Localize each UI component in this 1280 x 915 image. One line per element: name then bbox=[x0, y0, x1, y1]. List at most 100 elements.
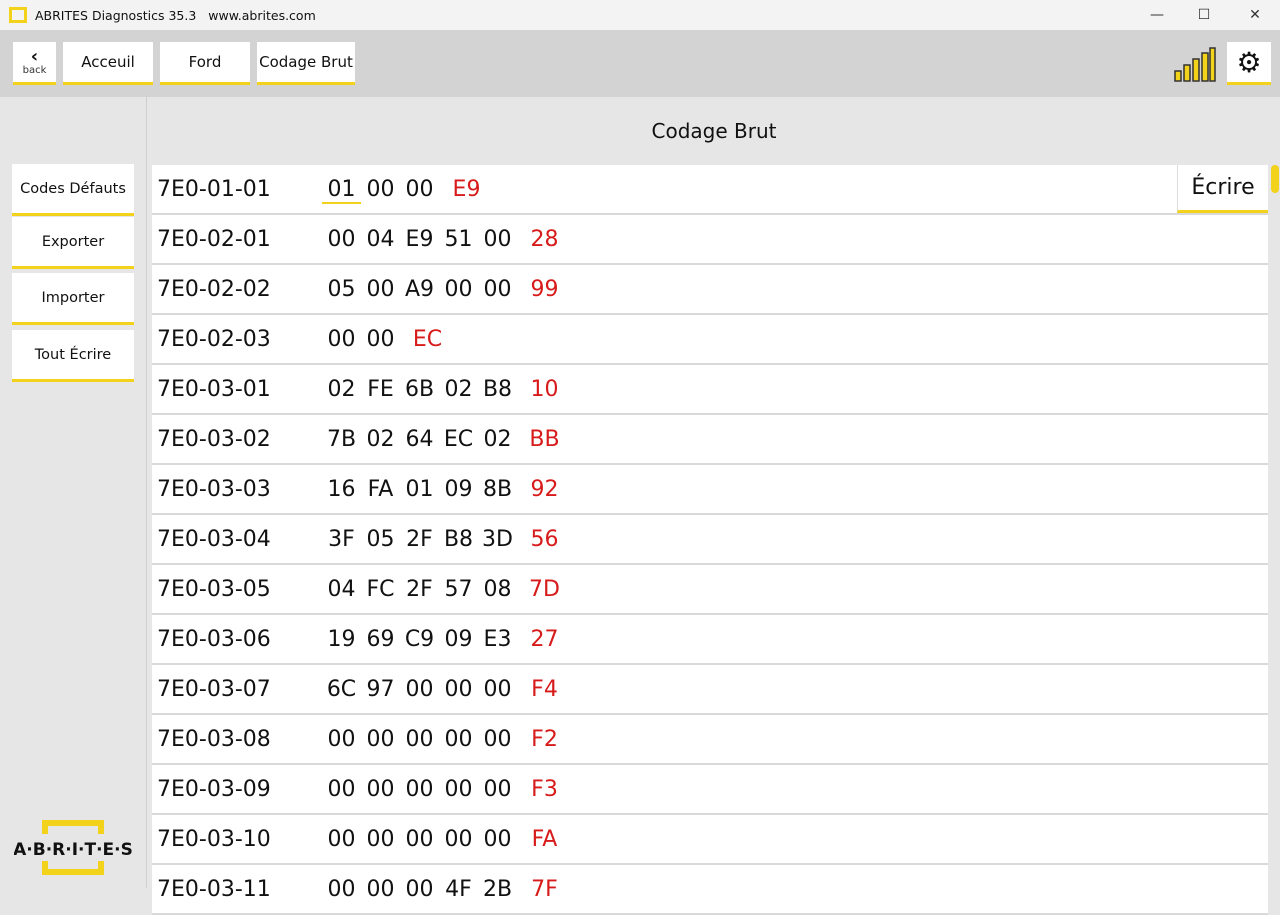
byte-value[interactable]: 00 bbox=[444, 277, 473, 302]
byte-value[interactable]: 00 bbox=[327, 327, 356, 352]
breadcrumb-acceuil[interactable]: Acceuil bbox=[63, 42, 153, 85]
write-button[interactable]: Écrire bbox=[1177, 165, 1268, 213]
byte-value[interactable]: 02 bbox=[366, 427, 395, 452]
byte-value[interactable]: 00 bbox=[366, 777, 395, 802]
byte-value[interactable]: 2F bbox=[406, 577, 433, 602]
byte-value[interactable]: 00 bbox=[366, 177, 395, 202]
byte-value[interactable]: 00 bbox=[366, 727, 395, 752]
byte-value[interactable]: EC bbox=[443, 427, 474, 452]
byte-value[interactable]: B8 bbox=[443, 527, 474, 552]
byte-value[interactable]: 97 bbox=[366, 677, 395, 702]
byte-value[interactable]: 00 bbox=[405, 877, 434, 902]
importer-button[interactable]: Importer bbox=[12, 273, 134, 325]
byte-value[interactable]: 00 bbox=[327, 227, 356, 252]
table-row[interactable]: 7E0-03-05 04 FC 2F 57 08 7D bbox=[152, 565, 1268, 615]
table-row[interactable]: 7E0-03-01 02 FE 6B 02 B8 10 bbox=[152, 365, 1268, 415]
byte-value[interactable]: 08 bbox=[483, 577, 512, 602]
table-row[interactable]: 7E0-02-02 05 00 A9 00 00 99 bbox=[152, 265, 1268, 315]
exporter-button[interactable]: Exporter bbox=[12, 217, 134, 269]
byte-value[interactable]: 00 bbox=[483, 827, 512, 852]
table-row[interactable]: 7E0-03-10 00 00 00 00 00 FA bbox=[152, 815, 1268, 865]
byte-value[interactable]: 2F bbox=[406, 527, 433, 552]
byte-value[interactable]: 00 bbox=[444, 827, 473, 852]
breadcrumb-ford[interactable]: Ford bbox=[160, 42, 250, 85]
byte-value[interactable]: 19 bbox=[327, 627, 356, 652]
byte-value[interactable]: 6B bbox=[404, 377, 435, 402]
table-row[interactable]: 7E0-03-03 16 FA 01 09 8B 92 bbox=[152, 465, 1268, 515]
byte-value[interactable]: 00 bbox=[366, 277, 395, 302]
byte-value[interactable]: 02 bbox=[483, 427, 512, 452]
table-row[interactable]: 7E0-03-02 7B 02 64 EC 02 BB bbox=[152, 415, 1268, 465]
byte-value[interactable]: 00 bbox=[483, 227, 512, 252]
byte-value[interactable]: 69 bbox=[366, 627, 395, 652]
back-button[interactable]: ‹ back bbox=[13, 42, 56, 85]
byte-value[interactable]: 01 bbox=[405, 477, 434, 502]
table-row[interactable]: 7E0-03-06 19 69 C9 09 E3 27 bbox=[152, 615, 1268, 665]
codes-defauts-button[interactable]: Codes Défauts bbox=[12, 164, 134, 216]
byte-value[interactable]: 00 bbox=[327, 777, 356, 802]
byte-value[interactable]: FE bbox=[367, 377, 394, 402]
table-row[interactable]: 7E0-01-01 01 00 00 E9 Écrire bbox=[152, 165, 1268, 215]
byte-value[interactable]: 00 bbox=[444, 727, 473, 752]
byte-value[interactable]: 04 bbox=[366, 227, 395, 252]
scrollbar-thumb[interactable] bbox=[1271, 165, 1279, 193]
close-button[interactable]: ✕ bbox=[1249, 7, 1261, 23]
byte-value[interactable]: 64 bbox=[405, 427, 434, 452]
breadcrumb-codage-brut[interactable]: Codage Brut bbox=[257, 42, 355, 85]
byte-value[interactable]: 05 bbox=[327, 277, 356, 302]
byte-value[interactable]: 01 bbox=[322, 177, 361, 204]
byte-value[interactable]: 00 bbox=[444, 777, 473, 802]
byte-value[interactable]: A9 bbox=[404, 277, 435, 302]
byte-value[interactable]: 00 bbox=[405, 777, 434, 802]
table-row[interactable]: 7E0-02-01 00 04 E9 51 00 28 bbox=[152, 215, 1268, 265]
byte-value[interactable]: 51 bbox=[444, 227, 473, 252]
byte-value[interactable]: 16 bbox=[327, 477, 356, 502]
settings-button[interactable]: ⚙ bbox=[1227, 42, 1271, 85]
table-row[interactable]: 7E0-02-03 00 00 EC bbox=[152, 315, 1268, 365]
byte-value[interactable]: 00 bbox=[366, 827, 395, 852]
byte-value[interactable]: 00 bbox=[483, 777, 512, 802]
byte-value[interactable]: C9 bbox=[404, 627, 435, 652]
byte-group: 01 00 00 E9 bbox=[322, 177, 486, 204]
table-row[interactable]: 7E0-03-08 00 00 00 00 00 F2 bbox=[152, 715, 1268, 765]
byte-value[interactable]: E3 bbox=[483, 627, 512, 652]
table-row[interactable]: 7E0-03-11 00 00 00 4F 2B 7F bbox=[152, 865, 1268, 915]
byte-value[interactable]: 09 bbox=[444, 627, 473, 652]
byte-value[interactable]: 04 bbox=[327, 577, 356, 602]
byte-value[interactable]: 00 bbox=[327, 727, 356, 752]
byte-value[interactable]: 3F bbox=[328, 527, 355, 552]
tout-ecrire-button[interactable]: Tout Écrire bbox=[12, 330, 134, 382]
byte-value[interactable]: 00 bbox=[366, 327, 395, 352]
byte-value[interactable]: 3D bbox=[482, 527, 513, 552]
byte-value[interactable]: 00 bbox=[366, 877, 395, 902]
byte-value[interactable]: 00 bbox=[405, 677, 434, 702]
byte-value[interactable]: 00 bbox=[483, 727, 512, 752]
byte-value[interactable]: 00 bbox=[483, 677, 512, 702]
byte-value[interactable]: 00 bbox=[444, 677, 473, 702]
byte-value[interactable]: 00 bbox=[405, 727, 434, 752]
byte-value[interactable]: 05 bbox=[366, 527, 395, 552]
byte-value[interactable]: 00 bbox=[483, 277, 512, 302]
byte-value[interactable]: E9 bbox=[405, 227, 434, 252]
byte-value[interactable]: 6C bbox=[326, 677, 357, 702]
byte-value[interactable]: 09 bbox=[444, 477, 473, 502]
byte-value[interactable]: FA bbox=[367, 477, 394, 502]
byte-value[interactable]: 8B bbox=[482, 477, 513, 502]
byte-value[interactable]: 00 bbox=[327, 827, 356, 852]
byte-value[interactable]: 4F bbox=[445, 877, 472, 902]
maximize-button[interactable]: ☐ bbox=[1197, 7, 1211, 23]
byte-value[interactable]: 00 bbox=[405, 177, 434, 202]
byte-value[interactable]: 2B bbox=[482, 877, 513, 902]
byte-value[interactable]: 00 bbox=[405, 827, 434, 852]
table-row[interactable]: 7E0-03-09 00 00 00 00 00 F3 bbox=[152, 765, 1268, 815]
byte-value[interactable]: 00 bbox=[327, 877, 356, 902]
byte-value[interactable]: FC bbox=[366, 577, 395, 602]
minimize-button[interactable]: — bbox=[1150, 7, 1164, 23]
byte-value[interactable]: 7B bbox=[326, 427, 357, 452]
table-row[interactable]: 7E0-03-04 3F 05 2F B8 3D 56 bbox=[152, 515, 1268, 565]
byte-value[interactable]: 02 bbox=[327, 377, 356, 402]
byte-value[interactable]: 02 bbox=[444, 377, 473, 402]
byte-value[interactable]: 57 bbox=[444, 577, 473, 602]
byte-value[interactable]: B8 bbox=[482, 377, 513, 402]
table-row[interactable]: 7E0-03-07 6C 97 00 00 00 F4 bbox=[152, 665, 1268, 715]
